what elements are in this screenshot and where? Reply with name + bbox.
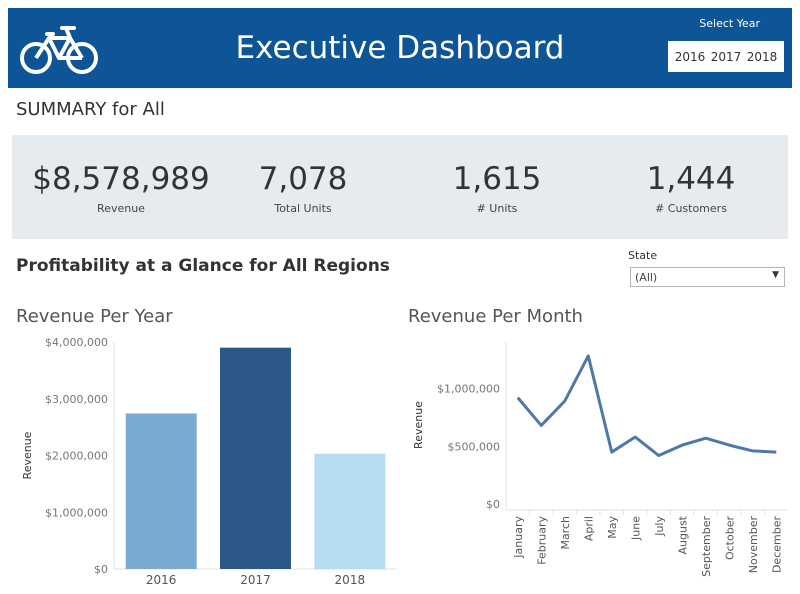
x-tick-label: 2018 — [335, 573, 366, 587]
kpi-value: 7,078 — [258, 161, 348, 197]
x-tick-label: June — [629, 516, 642, 541]
state-filter-value: (All) — [635, 271, 658, 284]
kpi-total-units: 7,078 Total Units — [208, 160, 398, 215]
kpi-label: Total Units — [274, 202, 332, 215]
y-axis-title: Revenue — [21, 431, 34, 479]
x-tick-label: May — [606, 516, 619, 539]
dashboard-header: Executive Dashboard Select Year 2016 201… — [8, 8, 792, 88]
kpi-revenue: $8,578,989 Revenue — [26, 160, 216, 215]
x-tick-label: October — [723, 516, 736, 560]
select-year-label: Select Year — [699, 17, 760, 30]
kpi-panel: $8,578,989 Revenue 7,078 Total Units 1,6… — [12, 135, 788, 239]
kpi-label: # Customers — [655, 202, 727, 215]
revenue-per-year-chart: $0 $1,000,000 $2,000,000 $3,000,000 $4,000,0… — [21, 336, 397, 587]
bar-2018 — [314, 453, 386, 569]
y-tick-label: $500,000 — [448, 440, 501, 453]
chevron-down-icon[interactable]: ▼ — [772, 270, 779, 280]
x-tick-label: February — [535, 516, 548, 565]
y-tick-label: $3,000,000 — [45, 393, 108, 406]
x-tick-label: 2016 — [146, 573, 177, 587]
bicycle-icon — [20, 26, 98, 74]
bar-2016 — [125, 413, 197, 569]
state-filter-dropdown[interactable]: (All) ▼ — [630, 267, 785, 287]
y-tick-label: $4,000,000 — [45, 336, 108, 349]
revenue-per-year-title: Revenue Per Year — [16, 306, 173, 327]
x-tick-label: July — [653, 516, 666, 537]
y-tick-label: $1,000,000 — [437, 382, 500, 395]
revenue-line — [516, 354, 777, 458]
x-tick-label: September — [700, 516, 713, 577]
x-tick-label: December — [770, 516, 783, 574]
kpi-label: # Units — [476, 202, 518, 215]
year-selector[interactable]: 2016 2017 2018 — [668, 41, 784, 72]
kpi-customers: 1,444 # Customers — [596, 160, 786, 215]
bar-2017 — [220, 347, 291, 569]
year-option-2017[interactable]: 2017 — [710, 49, 742, 64]
x-tick-label: August — [676, 515, 689, 554]
x-tick-label: 2017 — [240, 573, 271, 587]
state-filter-label: State — [628, 249, 658, 262]
kpi-value: $8,578,989 — [32, 161, 210, 197]
kpi-units: 1,615 # Units — [402, 160, 592, 215]
y-tick-label: $0 — [486, 498, 500, 511]
kpi-value: 1,615 — [452, 161, 542, 197]
y-tick-label: $2,000,000 — [45, 450, 108, 463]
year-option-2018[interactable]: 2018 — [746, 49, 778, 64]
y-axis-title: Revenue — [412, 401, 425, 449]
kpi-value: 1,444 — [646, 161, 736, 197]
kpi-label: Revenue — [97, 202, 145, 215]
x-tick-label: January — [512, 516, 525, 559]
year-option-2016[interactable]: 2016 — [674, 49, 706, 64]
revenue-per-month-title: Revenue Per Month — [408, 306, 583, 327]
summary-title: SUMMARY for All — [16, 99, 165, 120]
x-tick-label: April — [582, 516, 595, 541]
x-tick-label: November — [747, 516, 760, 574]
revenue-per-month-chart: $0 $500,000 $1,000,000 Revenue January Februa… — [412, 342, 788, 577]
y-tick-label: $0 — [94, 563, 108, 576]
x-tick-label: March — [559, 516, 572, 550]
page-title: Executive Dashboard — [235, 30, 565, 66]
y-tick-label: $1,000,000 — [45, 506, 108, 519]
profitability-title: Profitability at a Glance for All Region… — [16, 256, 390, 276]
